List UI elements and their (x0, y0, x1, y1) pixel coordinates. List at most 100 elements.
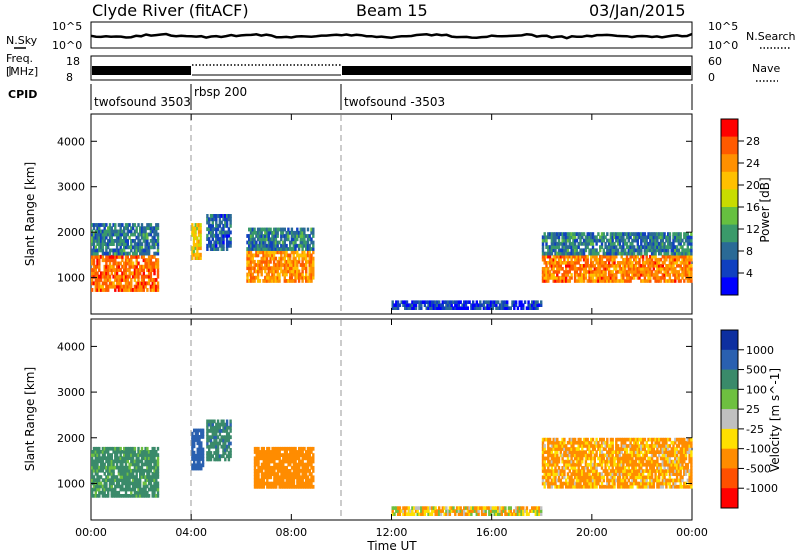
heatmap-cell (584, 261, 588, 265)
heatmap-cell (156, 281, 160, 286)
heatmap-cell (582, 475, 586, 480)
heatmap-cell (468, 509, 471, 513)
heatmap-cell (629, 276, 632, 280)
heatmap-cell (611, 245, 614, 249)
heatmap-cell (126, 459, 129, 464)
heatmap-cell (117, 254, 121, 259)
heatmap-cell (119, 284, 122, 289)
heatmap-cell (556, 484, 559, 489)
heatmap-cell (624, 447, 627, 451)
heatmap-cell (215, 457, 218, 462)
heatmap-cell (94, 490, 97, 495)
heatmap-cell (139, 490, 142, 495)
heatmap-cell (215, 448, 218, 452)
heatmap-cell (128, 235, 131, 240)
heatmap-cell (570, 232, 573, 236)
heatmap-cell (220, 237, 223, 241)
heatmap-cell (196, 239, 199, 244)
heatmap-cell (645, 450, 648, 454)
heatmap-cell (439, 303, 443, 307)
heatmap-cell (595, 270, 598, 274)
heatmap-cell (674, 447, 677, 451)
heatmap-cell (147, 468, 151, 473)
heatmap-cell (559, 453, 562, 458)
heatmap-cell (294, 465, 297, 470)
heatmap-cell (105, 223, 108, 227)
heatmap-cell (257, 478, 260, 483)
heatmap-cell (220, 227, 223, 232)
heatmap-cell (561, 456, 564, 461)
heatmap-cell (225, 435, 229, 440)
heatmap-cell (582, 453, 586, 458)
heatmap-cell (142, 284, 145, 289)
heatmap-cell (495, 303, 498, 307)
heatmap-cell (579, 440, 582, 445)
heatmap-cell (131, 462, 135, 467)
heatmap-cell (613, 254, 616, 259)
heatmap-cell (668, 276, 672, 280)
heatmap-cell (577, 257, 580, 262)
heatmap-cell (108, 229, 112, 234)
heatmap-cell (602, 447, 605, 451)
heatmap-cell (115, 268, 119, 272)
heatmap-cell (547, 453, 550, 458)
heatmap-cell (251, 253, 254, 258)
heatmap-cell (659, 270, 663, 274)
heatmap-cell (470, 306, 473, 310)
heatmap-cell (282, 465, 285, 470)
heatmap-cell (98, 490, 101, 495)
heatmap-cell (140, 494, 144, 498)
heatmap-cell (258, 266, 262, 271)
heatmap-cell (629, 440, 632, 445)
heatmap-cell (665, 235, 668, 240)
heatmap-cell (298, 465, 301, 470)
heatmap-cell (561, 261, 564, 265)
heatmap-cell (511, 303, 514, 307)
heatmap-cell (656, 264, 659, 268)
heatmap-cell (658, 440, 661, 445)
heatmap-cell (131, 251, 135, 256)
heatmap-cell (650, 462, 654, 467)
heatmap-cell (667, 469, 670, 473)
heatmap-cell (593, 248, 596, 253)
heatmap-cell (633, 257, 636, 262)
heatmap-cell (690, 444, 693, 448)
heatmap-cell (550, 257, 554, 262)
heatmap-cell (306, 279, 310, 283)
heatmap-cell (411, 300, 414, 304)
heatmap-cell (450, 306, 453, 310)
heatmap-cell (634, 273, 638, 277)
heatmap-cell (649, 484, 652, 489)
cpid-segment-1: twofsound 3503 (94, 95, 191, 109)
heatmap-cell (200, 450, 203, 455)
heatmap-cell (645, 440, 648, 445)
heatmap-cell (301, 269, 304, 274)
heatmap-cell (675, 248, 679, 253)
heatmap-cell (119, 254, 122, 259)
heatmap-cell (96, 248, 99, 253)
heatmap-cell (658, 257, 661, 262)
heatmap-cell (124, 264, 128, 269)
heatmap-cell (101, 468, 105, 473)
heatmap-cell (208, 451, 211, 455)
heatmap-cell (661, 273, 664, 277)
heatmap-cell (196, 447, 199, 452)
heatmap-cell (128, 271, 131, 276)
heatmap-cell (572, 251, 575, 256)
heatmap-cell (271, 453, 274, 457)
heatmap-cell (591, 466, 595, 470)
heatmap-cell (663, 257, 666, 262)
heatmap-cell (658, 481, 661, 486)
heatmap-cell (110, 254, 113, 259)
heatmap-cell (595, 437, 598, 442)
heatmap-cell (629, 481, 632, 486)
heatmap-cell (677, 248, 681, 253)
heatmap-cell (144, 487, 147, 492)
heatmap-cell (638, 264, 641, 268)
heatmap-cell (607, 245, 611, 249)
heatmap-cell (285, 243, 288, 248)
heatmap-cell (591, 276, 595, 280)
heatmap-cell (131, 239, 135, 243)
heatmap-cell (290, 453, 294, 457)
heatmap-cell (556, 276, 559, 280)
